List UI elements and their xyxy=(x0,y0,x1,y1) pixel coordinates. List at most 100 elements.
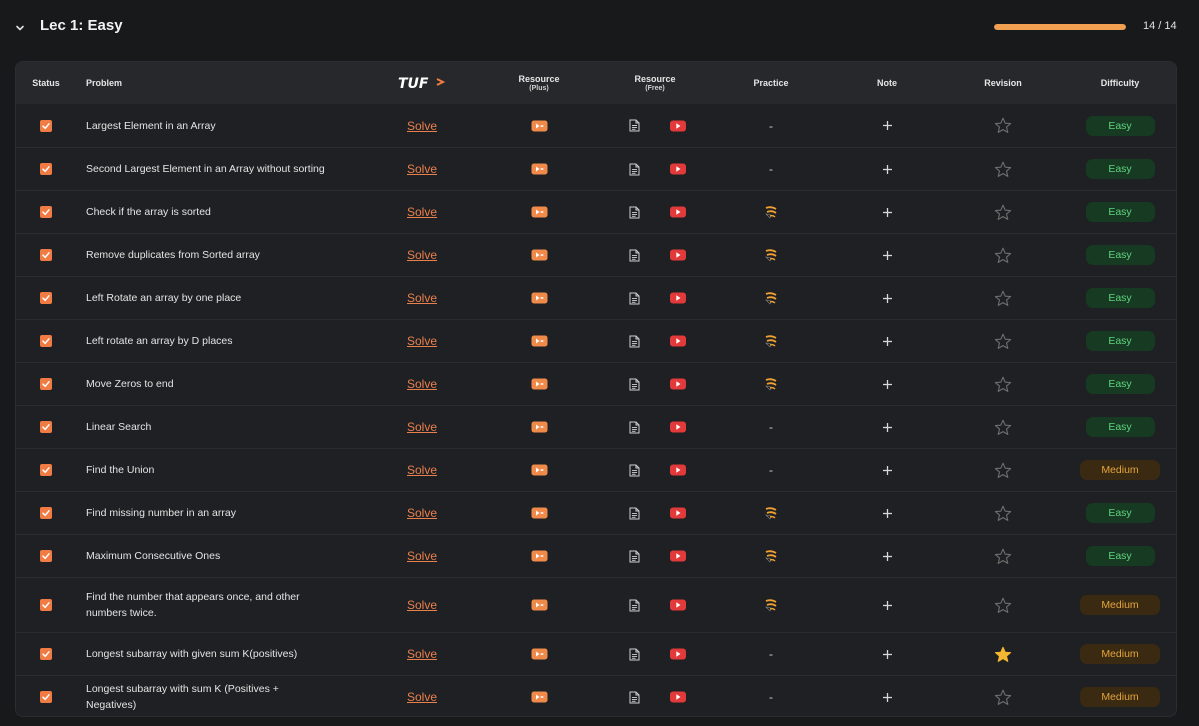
youtube-icon[interactable] xyxy=(670,550,686,562)
problem-name[interactable]: Left Rotate an array by one place xyxy=(86,292,242,304)
star-icon[interactable] xyxy=(994,376,1012,393)
solve-link[interactable]: Solve xyxy=(406,598,438,612)
star-icon[interactable] xyxy=(994,161,1012,178)
solve-link[interactable]: Solve xyxy=(406,549,438,563)
plus-icon[interactable] xyxy=(882,692,893,703)
plus-icon[interactable] xyxy=(882,551,893,562)
star-filled-icon[interactable] xyxy=(994,646,1012,663)
star-icon[interactable] xyxy=(994,419,1012,436)
video-play-icon[interactable] xyxy=(531,421,548,433)
article-icon[interactable] xyxy=(629,163,640,176)
video-play-icon[interactable] xyxy=(531,648,548,660)
status-checkbox[interactable] xyxy=(40,206,52,218)
youtube-icon[interactable] xyxy=(670,464,686,476)
plus-icon[interactable] xyxy=(882,422,893,433)
plus-icon[interactable] xyxy=(882,649,893,660)
video-play-icon[interactable] xyxy=(531,163,548,175)
youtube-icon[interactable] xyxy=(670,691,686,703)
plus-icon[interactable] xyxy=(882,465,893,476)
problem-name[interactable]: Move Zeros to end xyxy=(86,378,174,390)
problem-name[interactable]: Largest Element in an Array xyxy=(86,119,216,132)
video-play-icon[interactable] xyxy=(531,120,548,132)
youtube-icon[interactable] xyxy=(670,507,686,519)
star-icon[interactable] xyxy=(994,505,1012,522)
article-icon[interactable] xyxy=(629,249,640,262)
problem-name[interactable]: Find missing number in an array xyxy=(86,507,236,519)
problem-name[interactable]: Linear Search xyxy=(86,421,152,433)
article-icon[interactable] xyxy=(629,119,640,132)
article-icon[interactable] xyxy=(629,599,640,612)
star-icon[interactable] xyxy=(994,117,1012,134)
solve-link[interactable]: Solve xyxy=(406,690,438,704)
problem-name[interactable]: Find the Union xyxy=(86,464,155,476)
status-checkbox[interactable] xyxy=(40,421,52,433)
article-icon[interactable] xyxy=(629,206,640,219)
star-icon[interactable] xyxy=(994,333,1012,350)
problem-name[interactable]: Remove duplicates from Sorted array xyxy=(86,249,260,261)
video-play-icon[interactable] xyxy=(531,292,548,304)
problem-name[interactable]: Left rotate an array by D places xyxy=(86,335,233,347)
solve-link[interactable]: Solve xyxy=(406,377,438,391)
status-checkbox[interactable] xyxy=(40,249,52,261)
article-icon[interactable] xyxy=(629,378,640,391)
star-icon[interactable] xyxy=(994,597,1012,614)
status-checkbox[interactable] xyxy=(40,691,52,703)
article-icon[interactable] xyxy=(629,691,640,704)
video-play-icon[interactable] xyxy=(531,249,548,261)
coding-ninjas-icon[interactable] xyxy=(764,549,778,563)
coding-ninjas-icon[interactable] xyxy=(764,598,778,612)
problem-name[interactable]: Check if the array is sorted xyxy=(86,206,211,218)
solve-link[interactable]: Solve xyxy=(406,205,438,219)
video-play-icon[interactable] xyxy=(531,335,548,347)
status-checkbox[interactable] xyxy=(40,550,52,562)
solve-link[interactable]: Solve xyxy=(406,118,438,133)
youtube-icon[interactable] xyxy=(670,163,686,175)
article-icon[interactable] xyxy=(629,421,640,434)
coding-ninjas-icon[interactable] xyxy=(764,205,778,219)
youtube-icon[interactable] xyxy=(670,378,686,390)
problem-name[interactable]: Find the number that appears once, and o… xyxy=(86,591,300,619)
coding-ninjas-icon[interactable] xyxy=(764,248,778,262)
video-play-icon[interactable] xyxy=(531,550,548,562)
status-checkbox[interactable] xyxy=(40,335,52,347)
solve-link[interactable]: Solve xyxy=(406,291,438,305)
solve-link[interactable]: Solve xyxy=(406,647,438,661)
video-play-icon[interactable] xyxy=(531,464,548,476)
article-icon[interactable] xyxy=(629,648,640,661)
video-play-icon[interactable] xyxy=(531,206,548,218)
plus-icon[interactable] xyxy=(882,600,893,611)
star-icon[interactable] xyxy=(994,290,1012,307)
article-icon[interactable] xyxy=(629,550,640,563)
status-checkbox[interactable] xyxy=(40,464,52,476)
status-checkbox[interactable] xyxy=(40,507,52,519)
video-play-icon[interactable] xyxy=(531,599,548,611)
solve-link[interactable]: Solve xyxy=(406,162,438,176)
coding-ninjas-icon[interactable] xyxy=(764,377,778,391)
solve-link[interactable]: Solve xyxy=(406,248,438,262)
coding-ninjas-icon[interactable] xyxy=(764,506,778,520)
plus-icon[interactable] xyxy=(882,120,893,131)
solve-link[interactable]: Solve xyxy=(406,334,438,348)
video-play-icon[interactable] xyxy=(531,378,548,390)
youtube-icon[interactable] xyxy=(670,421,686,433)
solve-link[interactable]: Solve xyxy=(406,463,438,477)
status-checkbox[interactable] xyxy=(40,163,52,175)
plus-icon[interactable] xyxy=(882,508,893,519)
youtube-icon[interactable] xyxy=(670,335,686,347)
article-icon[interactable] xyxy=(629,335,640,348)
youtube-icon[interactable] xyxy=(670,648,686,660)
status-checkbox[interactable] xyxy=(40,648,52,660)
plus-icon[interactable] xyxy=(882,250,893,261)
chevron-down-icon[interactable] xyxy=(14,21,26,33)
solve-link[interactable]: Solve xyxy=(406,420,438,434)
video-play-icon[interactable] xyxy=(531,691,548,703)
status-checkbox[interactable] xyxy=(40,292,52,304)
coding-ninjas-icon[interactable] xyxy=(764,291,778,305)
youtube-icon[interactable] xyxy=(670,599,686,611)
star-icon[interactable] xyxy=(994,204,1012,221)
youtube-icon[interactable] xyxy=(670,292,686,304)
star-icon[interactable] xyxy=(994,689,1012,706)
youtube-icon[interactable] xyxy=(670,120,686,132)
youtube-icon[interactable] xyxy=(670,206,686,218)
article-icon[interactable] xyxy=(629,464,640,477)
